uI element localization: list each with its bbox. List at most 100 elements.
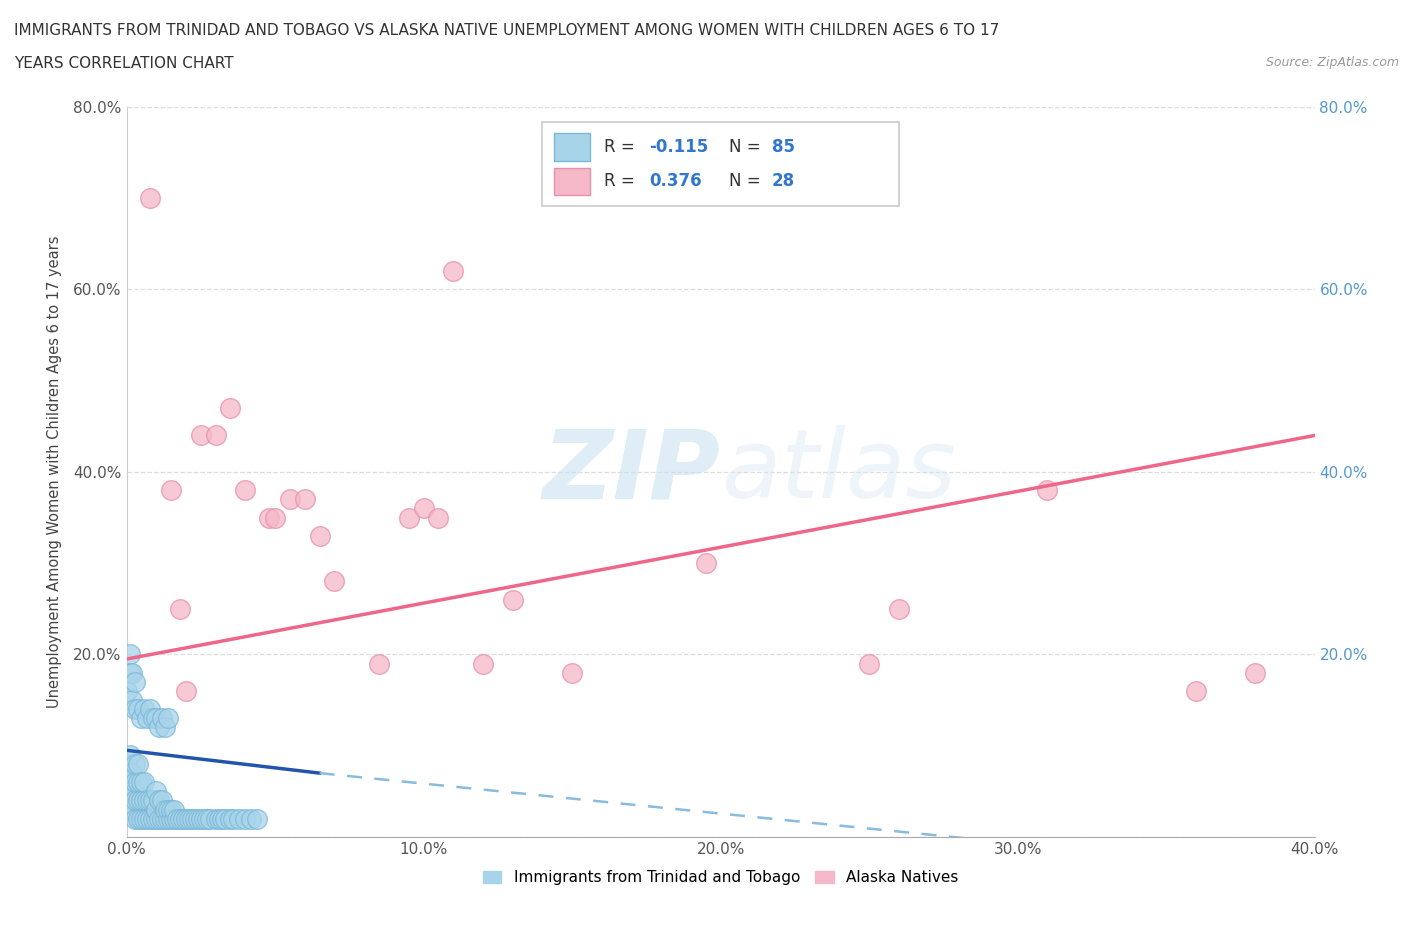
FancyBboxPatch shape bbox=[543, 122, 898, 206]
Text: 28: 28 bbox=[772, 172, 794, 191]
Text: R =: R = bbox=[605, 172, 640, 191]
Text: atlas: atlas bbox=[721, 426, 956, 519]
Point bbox=[198, 811, 221, 826]
Point bbox=[131, 711, 153, 725]
Point bbox=[139, 811, 162, 826]
Point bbox=[160, 483, 183, 498]
Point bbox=[169, 811, 191, 826]
Point bbox=[150, 811, 173, 826]
Point bbox=[127, 757, 149, 772]
Point bbox=[124, 811, 146, 826]
Point bbox=[134, 775, 156, 790]
Point bbox=[142, 711, 165, 725]
Point bbox=[118, 647, 141, 662]
Text: 0.376: 0.376 bbox=[650, 172, 702, 191]
Point bbox=[1184, 684, 1206, 698]
Text: N =: N = bbox=[728, 172, 766, 191]
Point bbox=[136, 811, 159, 826]
Point bbox=[131, 775, 153, 790]
Point bbox=[134, 702, 156, 717]
Point bbox=[228, 811, 250, 826]
Point bbox=[153, 720, 176, 735]
Point bbox=[163, 811, 186, 826]
Point bbox=[136, 711, 159, 725]
Point bbox=[219, 811, 242, 826]
Point bbox=[177, 811, 200, 826]
Point bbox=[115, 684, 138, 698]
Point bbox=[121, 665, 143, 680]
Point bbox=[233, 483, 257, 498]
Point bbox=[145, 803, 167, 817]
Text: -0.115: -0.115 bbox=[650, 138, 709, 156]
Text: Source: ZipAtlas.com: Source: ZipAtlas.com bbox=[1265, 56, 1399, 69]
Y-axis label: Unemployment Among Women with Children Ages 6 to 17 years: Unemployment Among Women with Children A… bbox=[46, 235, 62, 709]
Point bbox=[118, 748, 141, 763]
Point bbox=[131, 811, 153, 826]
Point bbox=[127, 811, 149, 826]
Point bbox=[174, 684, 197, 698]
Point bbox=[887, 602, 910, 617]
Point bbox=[169, 602, 191, 617]
Point bbox=[145, 711, 167, 725]
Point bbox=[858, 657, 880, 671]
Point bbox=[136, 793, 159, 808]
Point bbox=[561, 665, 583, 680]
Point bbox=[121, 765, 143, 780]
Point bbox=[131, 793, 153, 808]
Point bbox=[127, 793, 149, 808]
Point bbox=[127, 775, 149, 790]
Bar bbox=[554, 167, 591, 195]
Point bbox=[214, 811, 236, 826]
Point bbox=[150, 793, 173, 808]
Point bbox=[190, 428, 212, 443]
Point bbox=[190, 811, 212, 826]
Legend: Immigrants from Trinidad and Tobago, Alaska Natives: Immigrants from Trinidad and Tobago, Ala… bbox=[477, 864, 965, 892]
Point bbox=[180, 811, 202, 826]
Point bbox=[139, 793, 162, 808]
Point bbox=[695, 556, 717, 571]
Point bbox=[118, 784, 141, 799]
Point bbox=[166, 811, 188, 826]
Point bbox=[139, 191, 162, 206]
Point bbox=[502, 592, 524, 607]
Point bbox=[115, 793, 138, 808]
Point bbox=[157, 811, 180, 826]
Text: ZIP: ZIP bbox=[543, 426, 721, 519]
Point bbox=[121, 693, 143, 708]
Point bbox=[127, 702, 149, 717]
Point bbox=[412, 501, 434, 516]
Point bbox=[124, 775, 146, 790]
Point bbox=[204, 811, 226, 826]
Point bbox=[472, 657, 495, 671]
Point bbox=[207, 811, 229, 826]
Point bbox=[134, 793, 156, 808]
Text: YEARS CORRELATION CHART: YEARS CORRELATION CHART bbox=[14, 56, 233, 71]
Point bbox=[308, 528, 330, 543]
Point bbox=[153, 803, 176, 817]
Point bbox=[124, 674, 146, 689]
Point bbox=[118, 665, 141, 680]
Point bbox=[118, 803, 141, 817]
Point bbox=[115, 757, 138, 772]
Point bbox=[145, 811, 167, 826]
Text: R =: R = bbox=[605, 138, 640, 156]
Text: IMMIGRANTS FROM TRINIDAD AND TOBAGO VS ALASKA NATIVE UNEMPLOYMENT AMONG WOMEN WI: IMMIGRANTS FROM TRINIDAD AND TOBAGO VS A… bbox=[14, 23, 1000, 38]
Point bbox=[398, 511, 420, 525]
Point bbox=[246, 811, 269, 826]
Point bbox=[124, 757, 146, 772]
Point bbox=[240, 811, 263, 826]
Point bbox=[115, 775, 138, 790]
Point bbox=[441, 264, 464, 279]
Point bbox=[172, 811, 194, 826]
Text: 85: 85 bbox=[772, 138, 794, 156]
Point bbox=[139, 702, 162, 717]
Point bbox=[294, 492, 316, 507]
Point bbox=[160, 811, 183, 826]
Point bbox=[153, 811, 176, 826]
Point bbox=[187, 811, 209, 826]
Point bbox=[195, 811, 218, 826]
Point bbox=[160, 803, 183, 817]
Point bbox=[157, 803, 180, 817]
Point bbox=[142, 793, 165, 808]
Point bbox=[150, 711, 173, 725]
